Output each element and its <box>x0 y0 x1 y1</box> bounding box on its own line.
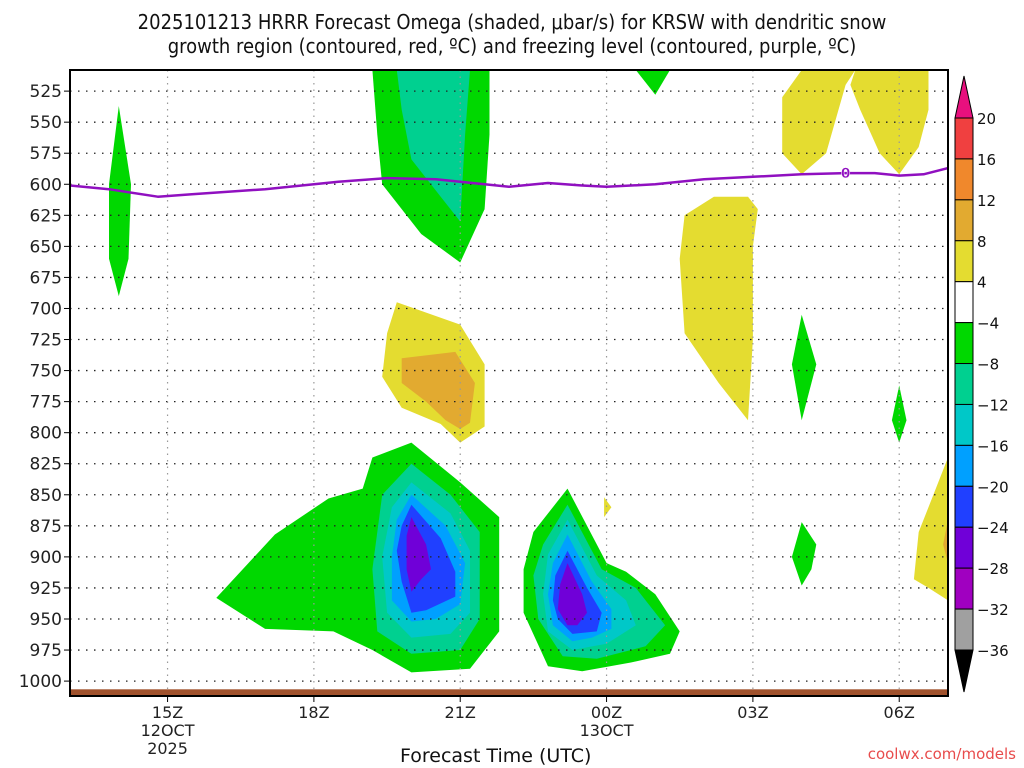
colorbar-swatch <box>954 117 974 160</box>
colorbar-swatch <box>954 567 974 610</box>
omega-region-17 <box>557 563 587 626</box>
colorbar-tick-label: −24 <box>977 519 1009 537</box>
plot-frame-layer <box>69 69 949 697</box>
y-tick-label: 675 <box>30 268 62 288</box>
omega-region-2 <box>396 70 470 222</box>
colorbar-tick-label: 20 <box>977 110 996 128</box>
colorbar-tick-label: −8 <box>977 356 999 374</box>
colorbar-tick-label: −4 <box>977 315 999 333</box>
colorbar-tick-label: −28 <box>977 560 1009 578</box>
colorbar-tick-label: 12 <box>977 192 996 210</box>
y-tick-label: 725 <box>30 331 62 351</box>
grid-layer <box>70 70 948 696</box>
colorbar-tick-label: −12 <box>977 396 1009 414</box>
y-tick-label: 900 <box>30 548 62 568</box>
y-tick-label: 875 <box>30 517 62 537</box>
colorbar-swatch <box>954 485 974 528</box>
chart-title-line-1: 2025101213 HRRR Forecast Omega (shaded, … <box>137 10 887 34</box>
y-tick-label: 975 <box>30 641 62 661</box>
x-tick-sublabel: 2025 <box>147 739 188 758</box>
colorbar-tick-label: 8 <box>977 233 987 251</box>
omega-region-22 <box>791 314 817 421</box>
colorbar-tick-label: 16 <box>977 151 996 169</box>
credit-link[interactable]: coolwx.com/models <box>867 745 1016 763</box>
y-tick-label: 850 <box>30 486 62 506</box>
omega-region-23 <box>891 385 907 443</box>
y-tick-label: 800 <box>30 424 62 444</box>
colorbar-swatch <box>954 158 974 201</box>
freezing-level-line <box>70 166 948 198</box>
surface-terrain-layer <box>70 689 948 696</box>
colorbar-tick-label: −32 <box>977 601 1009 619</box>
y-axis: 525 550 575 600 625 650 675 700 725 750 775 800 825 8… <box>19 82 70 692</box>
y-tick-label: 1000 <box>19 672 62 692</box>
omega-region-20 <box>782 70 856 175</box>
x-tick-sublabel: 13OCT <box>580 721 634 740</box>
y-tick-label: 575 <box>30 144 62 164</box>
surface-terrain <box>70 689 948 696</box>
x-tick-label: 06Z <box>884 703 915 722</box>
x-tick-label: 03Z <box>737 703 768 722</box>
colorbar-swatch <box>954 199 974 242</box>
colorbar: 20 16 12 8 4 −4 −8 −12 −16 −20 −24 −28 −32 −36 <box>954 75 1009 693</box>
y-tick-label: 525 <box>30 82 62 102</box>
x-tick-label: 00Z <box>591 703 622 722</box>
y-tick-label: 550 <box>30 113 62 133</box>
omega-region-25 <box>913 457 948 601</box>
plot-frame <box>69 69 949 697</box>
colorbar-swatch <box>954 608 974 651</box>
omega-shading-layer <box>109 70 948 673</box>
omega-region-26 <box>943 519 948 564</box>
freezing-level-layer: 0 <box>70 166 948 198</box>
x-axis-title: Forecast Time (UTC) <box>400 745 592 767</box>
y-tick-label: 600 <box>30 175 62 195</box>
x-tick-sublabel: 12OCT <box>141 721 195 740</box>
colorbar-tick-label: −16 <box>977 437 1009 455</box>
omega-region-5 <box>401 351 475 429</box>
chart-title-line-2: growth region (contoured, red, ºC) and f… <box>167 34 857 58</box>
omega-region-0 <box>109 106 131 297</box>
colorbar-swatch <box>954 363 974 405</box>
y-tick-label: 700 <box>30 299 62 319</box>
y-tick-label: 950 <box>30 610 62 630</box>
y-tick-label: 650 <box>30 237 62 257</box>
colorbar-swatch <box>954 403 974 446</box>
y-tick-label: 825 <box>30 455 62 475</box>
colorbar-tick-label: 4 <box>977 274 987 292</box>
x-tick-label: 15Z <box>152 703 183 722</box>
colorbar-swatch <box>954 322 974 365</box>
x-tick-label: 18Z <box>298 703 329 722</box>
omega-region-3 <box>635 70 670 95</box>
colorbar-tick-label: −20 <box>977 478 1009 496</box>
omega-region-24 <box>791 522 817 586</box>
omega-region-18 <box>604 497 612 518</box>
omega-region-21 <box>850 70 929 175</box>
colorbar-tick-label: −36 <box>977 642 1009 660</box>
omega-region-11 <box>406 517 431 592</box>
colorbar-extend-top <box>954 75 974 119</box>
colorbar-extend-bottom <box>954 649 974 693</box>
colorbar-swatch <box>954 526 974 569</box>
y-tick-label: 925 <box>30 579 62 599</box>
colorbar-swatch <box>954 281 974 324</box>
colorbar-swatch <box>954 240 974 283</box>
colorbar-swatch <box>954 444 974 487</box>
y-tick-label: 750 <box>30 362 62 382</box>
y-tick-label: 775 <box>30 393 62 413</box>
x-tick-label: 21Z <box>445 703 476 722</box>
freezing-level-label: 0 <box>841 166 851 182</box>
y-tick-label: 625 <box>30 206 62 226</box>
